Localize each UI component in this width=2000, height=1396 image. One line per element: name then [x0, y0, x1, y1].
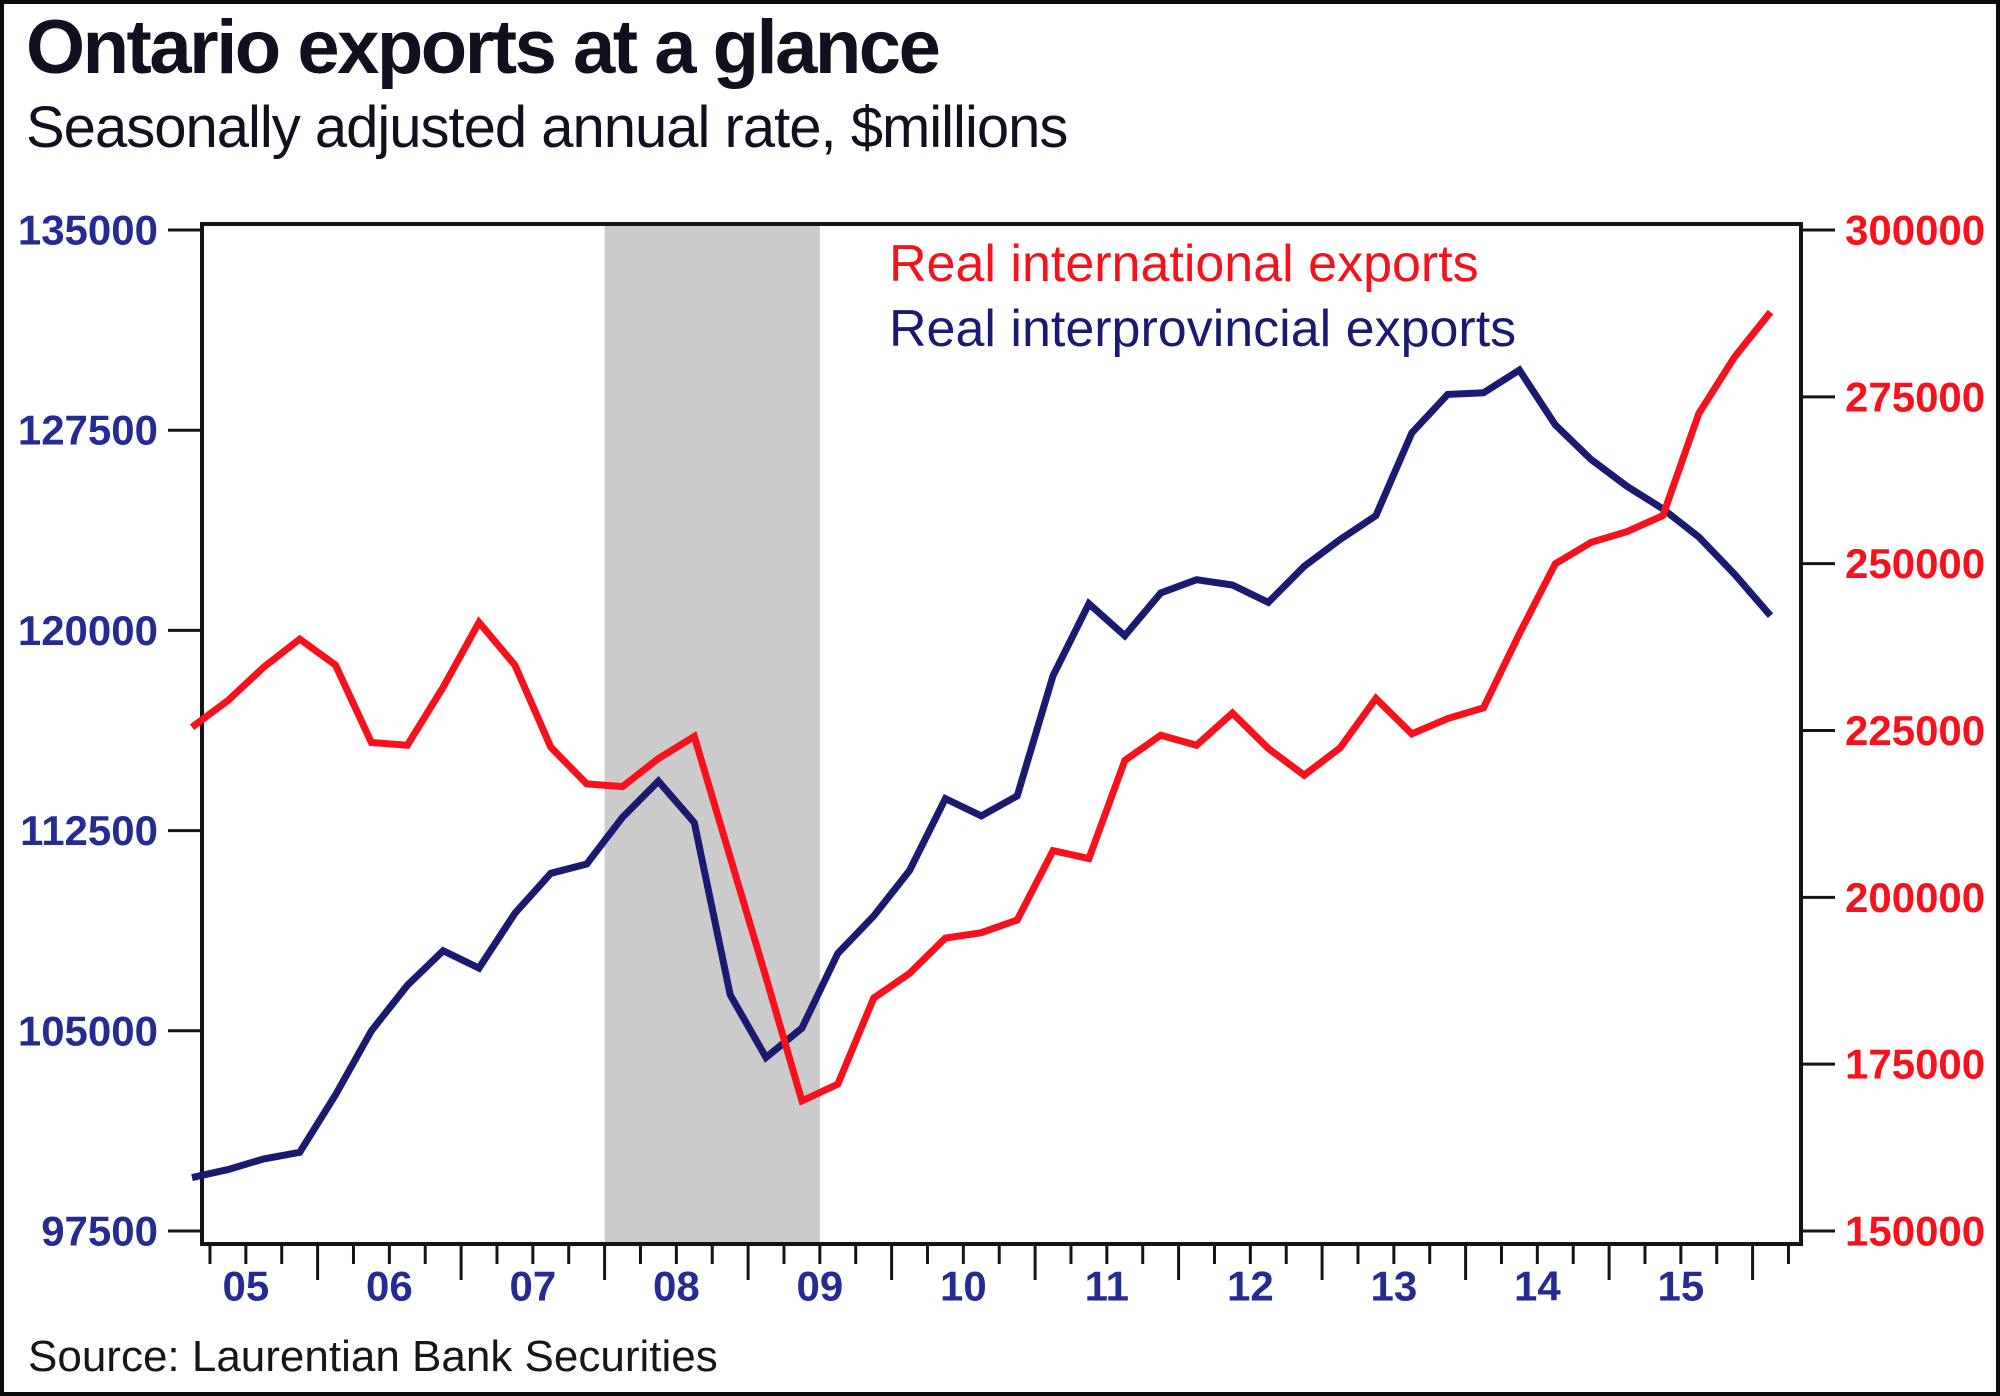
right-axis-tick-label: 200000: [1845, 874, 1985, 921]
x-axis-year-label: 14: [1514, 1262, 1561, 1309]
left-axis-tick-label: 120000: [18, 607, 158, 654]
right-axis-tick-label: 275000: [1845, 373, 1985, 420]
chart-legend: Real international exports Real interpro…: [889, 232, 1516, 362]
x-axis-year-label: 12: [1227, 1262, 1274, 1309]
left-axis-tick-label: 105000: [18, 1007, 158, 1054]
x-axis-year-label: 10: [940, 1262, 987, 1309]
right-axis-tick-label: 175000: [1845, 1041, 1985, 1088]
x-axis-year-label: 09: [796, 1262, 843, 1309]
left-axis-tick-label: 112500: [20, 807, 158, 854]
international-exports-line: [189, 309, 1774, 1106]
right-axis-tick-label: 225000: [1845, 707, 1985, 754]
x-axis-year-label: 11: [1085, 1262, 1129, 1309]
source-note: Source: Laurentian Bank Securities: [28, 1332, 718, 1381]
recession-band: [604, 226, 820, 1242]
x-axis-year-label: 05: [222, 1262, 269, 1309]
legend-item-interprovincial: Real interprovincial exports: [889, 300, 1517, 358]
left-axis-tick-label: 127500: [18, 407, 158, 454]
plot-border: [200, 222, 1803, 1246]
right-axis-tick-label: 300000: [1845, 207, 1985, 254]
right-axis-tick-label: 150000: [1845, 1208, 1985, 1255]
x-axis-year-label: 08: [653, 1262, 700, 1309]
x-axis-year-label: 06: [366, 1262, 413, 1309]
x-axis-year-label: 15: [1657, 1262, 1704, 1309]
page-subtitle: Seasonally adjusted annual rate, $millio…: [26, 95, 1068, 160]
x-axis-year-label: 13: [1370, 1262, 1417, 1309]
exports-line-chart: 135000 127500 120000 112500 105000 97500 30000…: [18, 207, 1985, 1310]
x-axis-year-label: 07: [509, 1262, 556, 1309]
interprovincial-exports-line: [191, 365, 1774, 1182]
left-axis-tick-label: 97500: [41, 1208, 158, 1255]
page-title: Ontario exports at a glance: [26, 5, 941, 90]
left-axis-tick-label: 135000: [18, 207, 158, 254]
legend-item-international: Real international exports: [889, 235, 1479, 293]
right-axis-tick-label: 250000: [1845, 540, 1985, 587]
